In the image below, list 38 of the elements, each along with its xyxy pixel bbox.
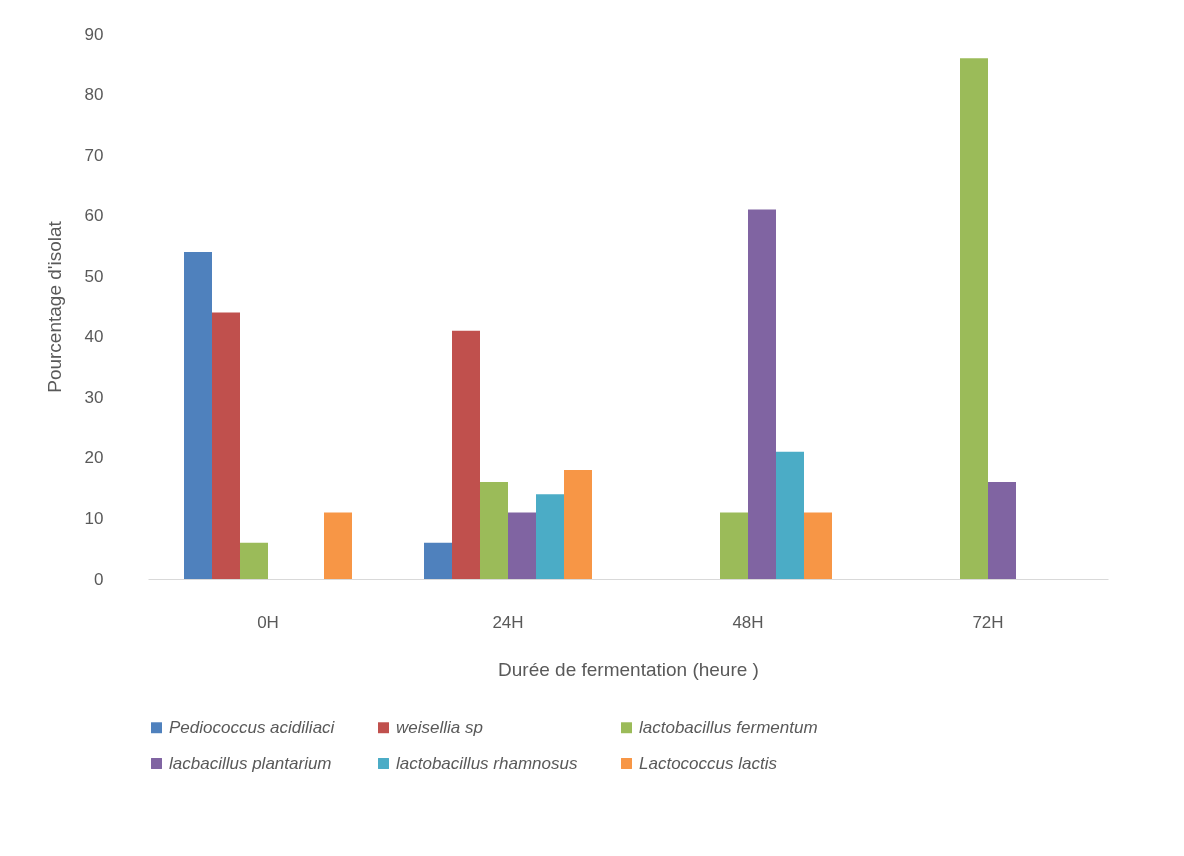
y-tick-label: 50 [84,266,104,286]
y-tick-label: 20 [84,448,104,468]
bar [776,451,804,579]
x-tick-label: 24H [492,612,524,632]
y-tick-label: 40 [84,327,104,347]
bar [480,482,508,579]
bar [240,542,268,579]
legend-label: Lactococcus lactis [639,753,778,773]
bar [536,494,564,579]
x-axis-title: Durée de fermentation (heure ) [498,658,759,680]
x-tick-label: 48H [732,612,764,632]
legend-label: Pediococcus acidiliaci [169,717,336,737]
bar [804,512,832,579]
y-axis-title: Pourcentage d'isolat [43,220,65,393]
bar [564,470,592,579]
bar [508,512,536,579]
bar [748,209,776,579]
legend-label: weisellia sp [396,717,483,737]
y-tick-label: 70 [84,145,104,165]
legend-label: lactobacillus fermentum [639,717,818,737]
y-tick-label: 80 [84,85,104,105]
y-tick-label: 90 [84,24,104,44]
x-tick-label: 72H [972,612,1004,632]
bar [324,512,352,579]
y-tick-label: 10 [84,508,104,528]
bar [184,252,212,579]
bar [424,542,452,579]
y-tick-label: 0 [94,569,104,589]
bar [720,512,748,579]
legend-label: lactobacillus rhamnosus [396,753,578,773]
bar [452,330,480,579]
y-tick-label: 60 [84,206,104,226]
bar [212,312,240,579]
y-tick-label: 30 [84,387,104,407]
bar [960,58,988,579]
bar [988,482,1016,579]
legend-label: lacbacillus plantarium [169,753,332,773]
x-tick-label: 0H [257,612,279,632]
